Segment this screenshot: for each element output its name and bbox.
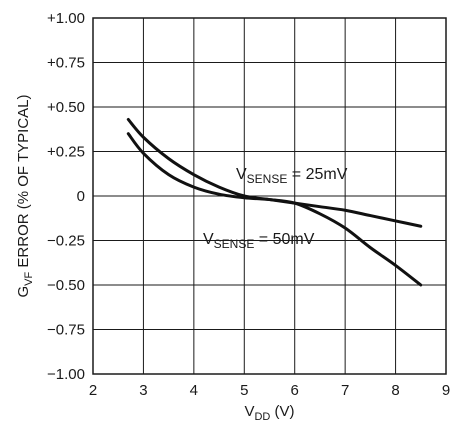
y-axis-label-tail: ERROR (% OF TYPICAL): [15, 95, 32, 272]
series-line-50mv: [126, 132, 423, 287]
series-label-25mv-main: V: [236, 166, 247, 183]
y-tick-label: −1.00: [47, 366, 85, 383]
plot-frame: [92, 17, 447, 375]
y-tick-label: −0.75: [47, 322, 85, 339]
x-tick-label: 2: [89, 382, 97, 399]
y-tick-label: +0.75: [47, 55, 85, 72]
y-tick-label: 0: [77, 188, 85, 205]
grid-lines: [93, 18, 446, 374]
y-axis-label: GVF ERROR (% OF TYPICAL): [15, 95, 35, 298]
y-tick-label: +0.50: [47, 99, 85, 116]
x-axis-label: VDD (V): [244, 403, 294, 423]
series-label-50mv-tail: = 50mV: [254, 231, 314, 248]
x-tick-label: 6: [291, 382, 299, 399]
y-tick-label: −0.50: [47, 277, 85, 294]
x-tick-label: 5: [240, 382, 248, 399]
y-tick-labels: +1.00 +0.75 +0.50 +0.25 0 −0.25 −0.50 −0.75 −1.0…: [47, 10, 85, 383]
y-tick-label: +1.00: [47, 10, 85, 27]
x-axis-label-tail: (V): [270, 403, 294, 420]
y-axis-label-main: G: [15, 286, 32, 298]
y-tick-label: −0.25: [47, 233, 85, 250]
x-tick-label: 8: [391, 382, 399, 399]
x-axis-label-sub: DD: [254, 411, 270, 423]
series-label-25mv: VSENSE = 25mV: [236, 166, 348, 186]
series-label-25mv-tail: = 25mV: [287, 166, 347, 183]
series-label-50mv-sub: SENSE: [214, 237, 255, 251]
series-layer: [126, 117, 423, 287]
x-tick-label: 3: [139, 382, 147, 399]
series-label-50mv: VSENSE = 50mV: [203, 231, 315, 251]
x-tick-label: 9: [442, 382, 450, 399]
x-axis-label-main: V: [244, 403, 254, 420]
x-tick-label: 4: [190, 382, 198, 399]
y-axis-label-sub: VF: [23, 271, 35, 285]
y-tick-label: +0.25: [47, 144, 85, 161]
series-label-25mv-sub: SENSE: [247, 172, 288, 186]
x-tick-label: 7: [341, 382, 349, 399]
x-tick-labels: 2 3 4 5 6 7 8 9: [89, 382, 450, 399]
series-label-50mv-main: V: [203, 231, 214, 248]
